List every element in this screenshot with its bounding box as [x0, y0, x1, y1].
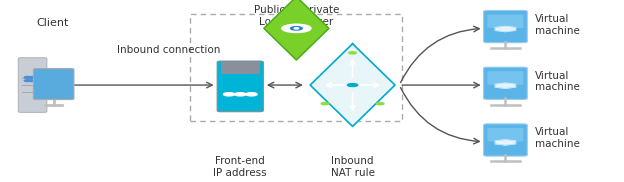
- Text: Inbound connection: Inbound connection: [117, 45, 220, 55]
- Polygon shape: [264, 0, 329, 60]
- FancyBboxPatch shape: [18, 58, 47, 112]
- FancyBboxPatch shape: [487, 71, 524, 85]
- Circle shape: [29, 76, 35, 78]
- Circle shape: [376, 103, 384, 105]
- FancyBboxPatch shape: [484, 67, 527, 99]
- Text: Public or private
Load Balancer: Public or private Load Balancer: [254, 5, 339, 27]
- Circle shape: [348, 84, 358, 86]
- Circle shape: [291, 27, 302, 30]
- Text: Virtual
machine: Virtual machine: [535, 14, 580, 36]
- Polygon shape: [495, 26, 515, 32]
- Circle shape: [24, 76, 31, 78]
- Circle shape: [294, 28, 299, 29]
- Circle shape: [223, 93, 235, 96]
- FancyBboxPatch shape: [487, 15, 524, 28]
- Circle shape: [24, 80, 31, 82]
- Text: Client: Client: [37, 18, 69, 28]
- Circle shape: [282, 24, 311, 33]
- FancyBboxPatch shape: [221, 62, 260, 74]
- Circle shape: [246, 93, 257, 96]
- Circle shape: [29, 80, 35, 82]
- Polygon shape: [495, 83, 515, 88]
- Polygon shape: [310, 44, 395, 126]
- Text: Virtual
machine: Virtual machine: [535, 127, 580, 149]
- Text: Front-end
IP address: Front-end IP address: [213, 156, 267, 178]
- Circle shape: [235, 93, 246, 96]
- Text: Inbound
NAT rule: Inbound NAT rule: [331, 156, 374, 178]
- FancyBboxPatch shape: [217, 61, 263, 112]
- FancyBboxPatch shape: [34, 69, 74, 100]
- Polygon shape: [495, 140, 515, 145]
- FancyBboxPatch shape: [484, 10, 527, 43]
- FancyBboxPatch shape: [487, 128, 524, 141]
- Circle shape: [321, 103, 329, 105]
- Circle shape: [349, 52, 356, 54]
- FancyBboxPatch shape: [484, 124, 527, 156]
- Text: Virtual
machine: Virtual machine: [535, 71, 580, 92]
